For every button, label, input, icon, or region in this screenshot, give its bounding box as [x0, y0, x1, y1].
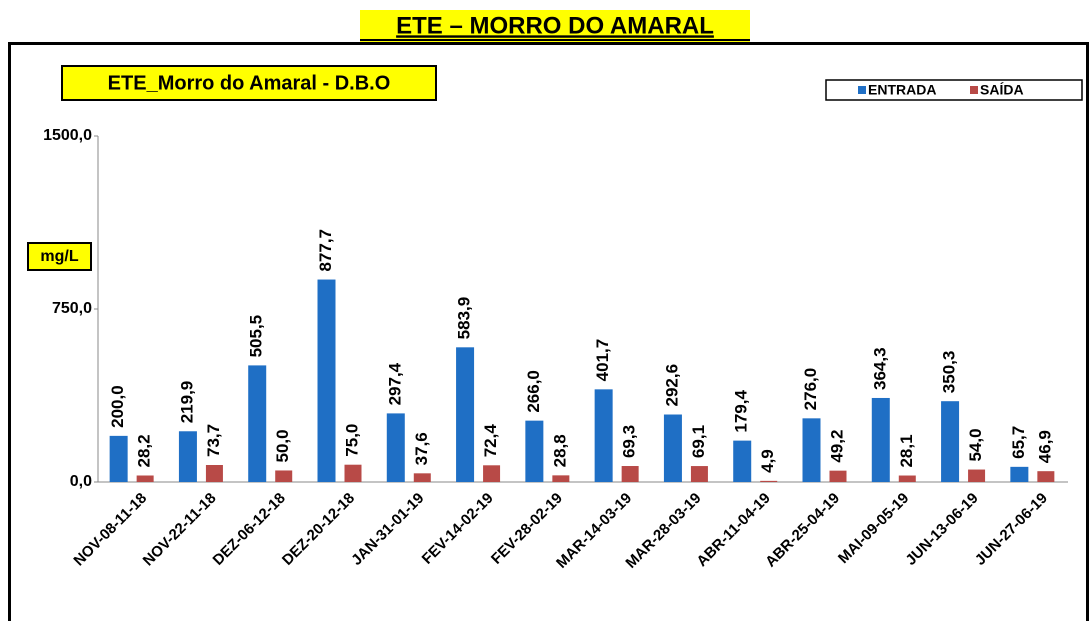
y-tick-label: 0,0	[70, 473, 92, 490]
bar	[621, 466, 639, 482]
data-label: 364,3	[870, 347, 889, 390]
data-label: 292,6	[662, 364, 681, 407]
y-tick-label: 1500,0	[43, 127, 92, 144]
bar	[663, 414, 682, 482]
data-label: 54,0	[966, 428, 985, 461]
data-label: 505,5	[247, 315, 266, 358]
bar	[802, 418, 821, 482]
data-label: 75,0	[342, 424, 361, 457]
data-label: 583,9	[455, 297, 474, 340]
bar	[178, 431, 197, 482]
data-label: 266,0	[524, 370, 543, 413]
data-label: 219,9	[177, 381, 196, 424]
bar	[248, 365, 267, 482]
bar	[413, 473, 431, 482]
data-label: 65,7	[1009, 426, 1028, 459]
data-label: 4,9	[758, 449, 777, 473]
data-label: 72,4	[481, 424, 500, 458]
bar	[344, 464, 362, 482]
data-label: 297,4	[385, 362, 404, 405]
chart-title-box	[61, 65, 437, 101]
data-label: 50,0	[273, 429, 292, 462]
chart-frame	[8, 42, 1089, 621]
bar	[552, 475, 570, 482]
data-label: 73,7	[204, 424, 223, 457]
bar	[829, 470, 847, 482]
bar	[690, 466, 708, 482]
unit-box	[27, 242, 92, 271]
data-label: 877,7	[316, 229, 335, 272]
data-label: 401,7	[593, 339, 612, 382]
bar	[1037, 471, 1055, 482]
page-title: ETE – MORRO DO AMARAL	[396, 12, 714, 39]
bar	[386, 413, 405, 482]
data-label: 179,4	[732, 390, 751, 433]
data-label: 46,9	[1035, 430, 1054, 463]
data-label: 276,0	[801, 368, 820, 411]
data-label: 350,3	[940, 351, 959, 394]
bar	[898, 475, 916, 482]
bar	[525, 420, 544, 482]
bar	[275, 470, 293, 482]
bar	[109, 435, 128, 482]
chart-title: ETE_Morro do Amaral - D.B.O	[108, 72, 391, 94]
bar	[317, 279, 336, 482]
data-label: 28,1	[897, 434, 916, 467]
legend-label: ENTRADA	[868, 82, 936, 98]
data-label: 37,6	[412, 432, 431, 465]
y-axis-label: mg/L	[40, 248, 78, 265]
bar	[733, 440, 752, 482]
bar	[456, 347, 475, 482]
legend-box	[825, 79, 1083, 101]
data-label: 49,2	[827, 430, 846, 463]
data-label: 200,0	[108, 385, 127, 428]
bar	[968, 469, 986, 482]
header-bg	[360, 10, 750, 42]
legend-swatch	[970, 86, 978, 94]
data-label: 28,8	[550, 434, 569, 467]
y-tick-label: 750,0	[52, 300, 92, 317]
bar	[941, 401, 960, 482]
bar	[136, 475, 154, 482]
data-label: 69,3	[620, 425, 639, 458]
bar	[483, 465, 501, 482]
bar	[205, 464, 223, 482]
data-label: 69,1	[689, 425, 708, 458]
bar	[760, 480, 778, 482]
bar	[871, 397, 890, 482]
legend-swatch	[858, 86, 866, 94]
legend-label: SAÍDA	[980, 82, 1024, 98]
data-label: 28,2	[135, 434, 154, 467]
bar	[1010, 466, 1029, 482]
bar	[594, 389, 613, 482]
